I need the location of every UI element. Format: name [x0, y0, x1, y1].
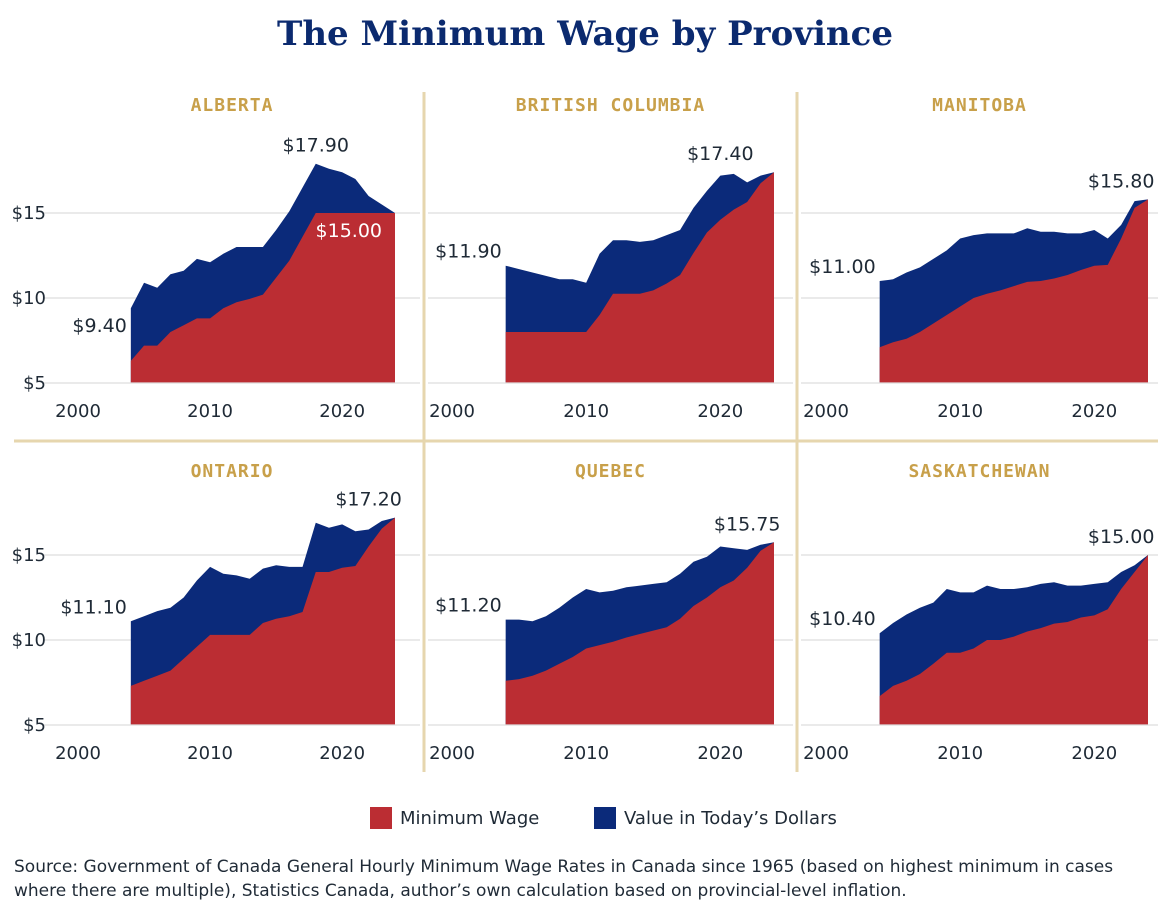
x-tick-label: 2000: [55, 401, 101, 422]
source-note: Source: Government of Canada General Hou…: [14, 857, 1114, 901]
legend-item-minimum-wage: Minimum Wage: [370, 806, 539, 830]
data-label: $9.40: [72, 315, 126, 337]
y-tick-label: $15: [12, 203, 46, 224]
panel-title: BRITISH COLUMBIA: [516, 95, 705, 116]
chart-panel-quebec: QUEBEC 2000 2010 2020 $11.20 $15.75: [428, 461, 793, 764]
y-tick-label: $5: [23, 715, 46, 736]
y-tick-label: $10: [12, 630, 46, 651]
y-tick-label: $15: [12, 545, 46, 566]
data-label: $17.20: [335, 489, 401, 511]
data-label: $17.40: [687, 143, 753, 165]
data-label: $11.20: [435, 595, 501, 617]
x-tick-label: 2010: [187, 401, 233, 422]
x-tick-label: 2000: [803, 401, 849, 422]
series-area-minimum-wage: [130, 517, 396, 725]
legend-label-minimum-wage: Minimum Wage: [400, 807, 540, 829]
legend-swatch-minimum-wage: [370, 807, 392, 829]
legend-swatch-todays-dollars: [594, 807, 616, 829]
legend-label-todays-dollars: Value in Today’s Dollars: [624, 807, 837, 829]
page-title: The Minimum Wage by Province: [277, 14, 893, 54]
x-tick-label: 2000: [429, 743, 475, 764]
legend-item-todays-dollars: Value in Today’s Dollars: [594, 806, 837, 830]
x-tick-label: 2010: [563, 743, 609, 764]
panel-title: ALBERTA: [191, 95, 274, 116]
panel-title: MANITOBA: [932, 95, 1027, 116]
x-tick-label: 2000: [803, 743, 849, 764]
data-label: $15.75: [714, 513, 780, 535]
chart-panel-manitoba: MANITOBA 2000 2010 2020 $11.00 $15.80: [801, 95, 1158, 422]
x-tick-label: 2020: [1071, 743, 1117, 764]
chart-panel-ontario: ONTARIO $5 $10 $15 2000 2010 2020 $11.10 $17.20: [12, 461, 420, 764]
chart-panel-british-columbia: BRITISH COLUMBIA 2000 2010 2020 $11.90 $17.40: [428, 95, 793, 422]
chart-panel-alberta: ALBERTA $5 $10 $15 2000 2010 2020 $9.40 $17.90 $1…: [12, 95, 420, 422]
data-label: $15.80: [1088, 170, 1154, 192]
x-tick-label: 2010: [937, 401, 983, 422]
series-area-minimum-wage: [879, 199, 1148, 383]
data-label: $15.00: [1088, 526, 1154, 548]
x-tick-label: 2000: [429, 401, 475, 422]
data-label: $15.00: [316, 220, 382, 242]
panel-title: ONTARIO: [191, 461, 274, 482]
series-area-minimum-wage: [879, 555, 1148, 725]
panel-title: QUEBEC: [575, 461, 646, 482]
x-tick-label: 2020: [697, 401, 743, 422]
data-label: $11.90: [435, 241, 501, 263]
panel-title: SASKATCHEWAN: [908, 461, 1050, 482]
x-tick-label: 2020: [1071, 401, 1117, 422]
data-label: $11.10: [60, 596, 126, 618]
chart-panel-saskatchewan: SASKATCHEWAN 2000 2010 2020 $10.40 $15.00: [801, 461, 1158, 764]
y-tick-label: $5: [23, 373, 46, 394]
data-label: $11.00: [809, 256, 875, 278]
x-tick-label: 2000: [55, 743, 101, 764]
series-area-minimum-wage: [130, 213, 396, 383]
series-area-minimum-wage: [505, 172, 774, 383]
series-area-minimum-wage: [505, 542, 774, 725]
x-tick-label: 2020: [697, 743, 743, 764]
x-tick-label: 2020: [319, 743, 365, 764]
y-tick-label: $10: [12, 288, 46, 309]
x-tick-label: 2010: [563, 401, 609, 422]
x-tick-label: 2020: [319, 401, 365, 422]
x-tick-label: 2010: [187, 743, 233, 764]
x-tick-label: 2010: [937, 743, 983, 764]
data-label: $10.40: [809, 608, 875, 630]
data-label: $17.90: [283, 135, 349, 157]
